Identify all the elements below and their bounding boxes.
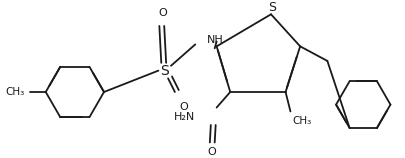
Text: NH: NH <box>207 35 223 45</box>
Text: S: S <box>160 64 168 78</box>
Text: CH₃: CH₃ <box>5 87 24 97</box>
Text: S: S <box>267 1 275 14</box>
Text: O: O <box>179 102 188 112</box>
Text: CH₃: CH₃ <box>292 116 311 126</box>
Text: O: O <box>158 8 166 18</box>
Text: O: O <box>207 147 215 157</box>
Text: H₂N: H₂N <box>174 112 195 122</box>
